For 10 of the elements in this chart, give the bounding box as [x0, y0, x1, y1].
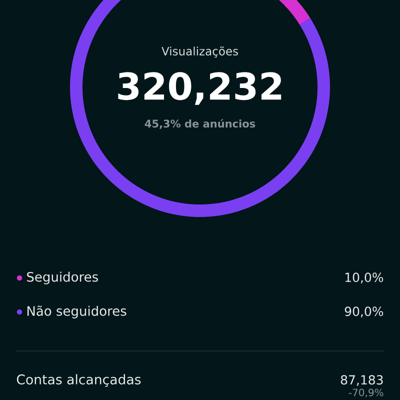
- data-label: 90,0%: [344, 306, 384, 318]
- text: -70,9%: [348, 388, 384, 398]
- text: 45,3% de anúncios: [144, 119, 256, 129]
- text: 320,232: [118, 72, 282, 105]
- text: 87,183: [340, 375, 383, 386]
- text: Visualizações: [162, 46, 238, 58]
- legend-label: Seguidores: [27, 272, 98, 284]
- text: Contas alcançadas: [16, 374, 141, 387]
- data-label: 10,0%: [345, 272, 384, 284]
- legend-label: Não seguidores: [27, 306, 126, 318]
